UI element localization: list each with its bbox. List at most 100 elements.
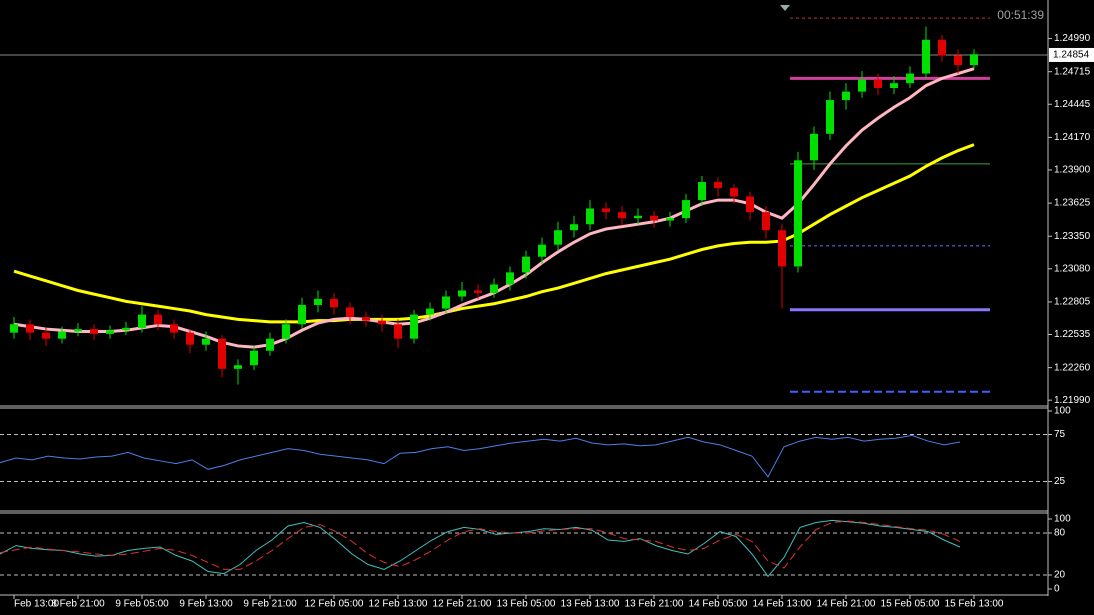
candle-body	[634, 215, 642, 219]
last-price-box	[1049, 47, 1094, 62]
candle-body	[810, 133, 818, 161]
y-tick-label: 1.24990	[1054, 33, 1091, 44]
x-tick-label: 15 Feb 13:00	[945, 599, 1004, 610]
moving-average	[13, 143, 975, 324]
candle-body	[698, 182, 706, 201]
y-tick-label: 1.21990	[1054, 395, 1091, 406]
candle-body	[154, 314, 162, 325]
candle-body	[26, 324, 34, 333]
y-tick-label: 1.23900	[1054, 165, 1091, 176]
x-tick-label: Feb 13:00	[14, 599, 59, 610]
candle-body	[762, 212, 770, 231]
y-tick-label: 1.22805	[1054, 297, 1091, 308]
x-tick-label: 12 Feb 05:00	[305, 599, 364, 610]
candle-body	[538, 244, 546, 257]
candle-body	[410, 314, 418, 339]
candle-body	[250, 350, 258, 366]
candle-body	[858, 79, 866, 92]
candle-body	[602, 208, 610, 213]
y-tick-label: 20	[1054, 570, 1066, 581]
candle-body	[362, 317, 370, 321]
candle-body	[330, 298, 338, 308]
candle-body	[90, 329, 98, 334]
y-tick-label: 80	[1054, 528, 1066, 539]
candle-body	[170, 324, 178, 333]
candle-body	[394, 324, 402, 339]
y-tick-label: 100	[1054, 406, 1071, 417]
candle-body	[874, 79, 882, 88]
x-tick-label: 15 Feb 05:00	[881, 599, 940, 610]
candle-body	[730, 188, 738, 197]
x-tick-label: 13 Feb 05:00	[497, 599, 556, 610]
candle-body	[666, 218, 674, 221]
y-tick-label: 1.24170	[1054, 132, 1091, 143]
bar-timer: 00:51:39	[997, 8, 1044, 22]
candle-body	[378, 320, 386, 325]
candle-body	[890, 83, 898, 88]
candle-body	[106, 330, 114, 334]
candle-body	[522, 256, 530, 273]
x-tick-label: 12 Feb 13:00	[369, 599, 428, 610]
x-tick-label: 13 Feb 21:00	[625, 599, 684, 610]
candle-body	[42, 332, 50, 339]
x-tick-label: 14 Feb 13:00	[753, 599, 812, 610]
candle-body	[618, 212, 626, 219]
candle-body	[570, 224, 578, 231]
candle-body	[282, 324, 290, 339]
candle-body	[58, 331, 66, 339]
candle-body	[906, 73, 914, 84]
y-tick-label: 1.23080	[1054, 263, 1091, 274]
y-tick-label: 1.24715	[1054, 66, 1091, 77]
candle-body	[746, 196, 754, 213]
candle-body	[778, 230, 786, 267]
candle-body	[842, 91, 850, 101]
candle-body	[506, 272, 514, 285]
candle-body	[442, 296, 450, 309]
candle-body	[970, 54, 978, 66]
candle-body	[426, 308, 434, 315]
last-price-label: 1.24854	[1053, 50, 1090, 61]
y-tick-label: 1.23350	[1054, 231, 1091, 242]
x-tick-label: 8 Feb 21:00	[51, 599, 105, 610]
x-tick-label: 9 Feb 05:00	[115, 599, 169, 610]
x-tick-label: 14 Feb 05:00	[689, 599, 748, 610]
x-tick-label: 14 Feb 21:00	[817, 599, 876, 610]
candle-body	[682, 200, 690, 219]
y-tick-label: 1.22260	[1054, 362, 1091, 373]
candle-body	[458, 290, 466, 297]
indicator-line	[0, 434, 961, 478]
candle-body	[298, 304, 306, 325]
candle-body	[922, 39, 930, 74]
candle-body	[266, 338, 274, 351]
x-tick-label: 9 Feb 21:00	[243, 599, 297, 610]
candle-body	[122, 327, 130, 331]
candle-body	[186, 332, 194, 345]
candle-body	[10, 324, 18, 333]
y-tick-label: 1.22535	[1054, 329, 1091, 340]
y-tick-label: 75	[1054, 429, 1066, 440]
candle-body	[346, 307, 354, 318]
candle-body	[490, 284, 498, 293]
candle-body	[826, 100, 834, 134]
y-tick-label: 100	[1054, 514, 1071, 525]
x-tick-label: 12 Feb 21:00	[433, 599, 492, 610]
candle-body	[218, 338, 226, 369]
shift-marker	[780, 5, 790, 11]
candle-body	[794, 160, 802, 267]
x-tick-label: 9 Feb 13:00	[179, 599, 233, 610]
y-tick-label: 1.23625	[1054, 198, 1091, 209]
candle-body	[714, 182, 722, 189]
candle-body	[474, 290, 482, 293]
y-tick-label: 1.24445	[1054, 99, 1091, 110]
indicator-line	[0, 520, 961, 570]
y-tick-label: 0	[1054, 584, 1060, 595]
candle-body	[234, 365, 242, 369]
indicator-line	[0, 519, 961, 578]
candle-body	[954, 55, 962, 66]
candle-body	[650, 215, 658, 221]
candle-body	[586, 208, 594, 225]
y-tick-label: 25	[1054, 476, 1066, 487]
candle-body	[314, 298, 322, 305]
